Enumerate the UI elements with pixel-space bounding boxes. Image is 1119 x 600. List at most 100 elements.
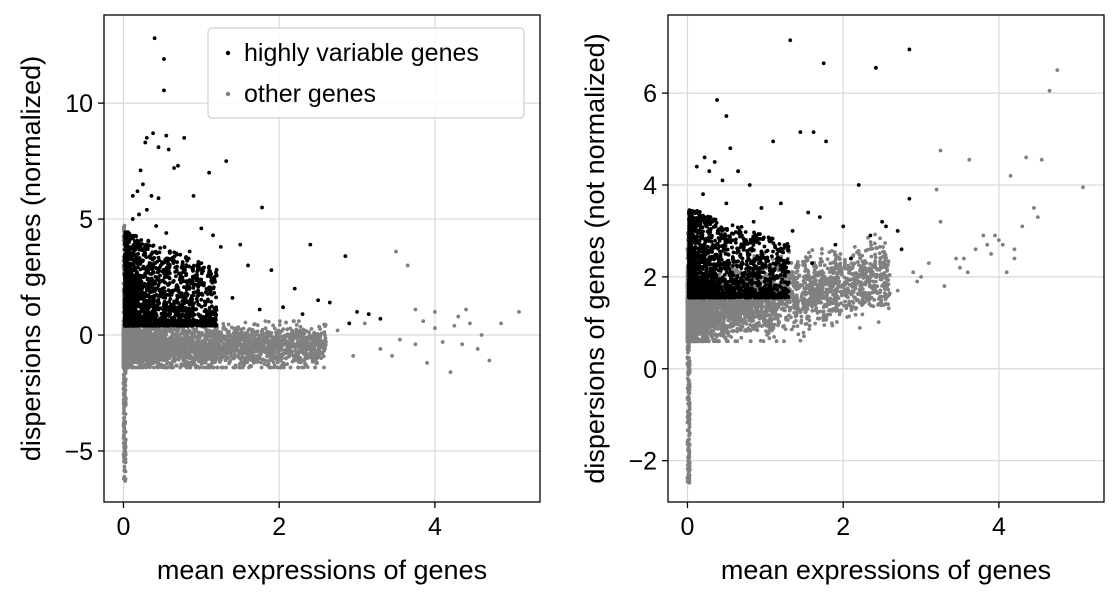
other-gene-point [251, 350, 256, 354]
other-gene-point [155, 350, 160, 355]
other-gene-point [259, 365, 264, 370]
other-gene-point [192, 360, 197, 364]
other-gene-point [397, 337, 402, 342]
other-gene-point [288, 343, 292, 348]
other-gene-point [209, 340, 214, 345]
other-gene-point [204, 358, 209, 362]
other-gene-point [255, 323, 260, 328]
hvg-point [158, 273, 162, 278]
other-gene-point [211, 365, 216, 370]
other-gene-point [269, 343, 274, 347]
other-gene-point [266, 334, 270, 339]
other-gene-point [216, 339, 221, 344]
other-gene-point [226, 356, 231, 360]
hvg-point [162, 245, 167, 249]
other-gene-point [174, 330, 179, 335]
other-gene-point [232, 352, 237, 357]
other-gene-point [275, 340, 279, 345]
other-gene-point [263, 347, 268, 352]
other-gene-point [297, 348, 302, 353]
hvg-point [158, 263, 163, 268]
other-gene-point [122, 464, 127, 469]
other-gene-point [311, 351, 316, 356]
other-gene-point [302, 343, 307, 348]
other-gene-point [456, 314, 461, 319]
other-gene-point [158, 330, 163, 334]
hvg-point [149, 277, 154, 282]
other-gene-point [295, 355, 299, 360]
other-gene-point [304, 346, 309, 351]
other-gene-point [319, 331, 324, 336]
other-gene-point [196, 333, 201, 338]
other-gene-point [130, 343, 135, 348]
other-gene-point [265, 359, 269, 363]
other-gene-point [191, 345, 196, 349]
other-gene-point [276, 335, 280, 340]
other-gene-point [122, 406, 126, 410]
other-gene-point [164, 365, 169, 370]
other-gene-point [413, 307, 418, 312]
other-gene-point [292, 344, 297, 349]
other-gene-point [319, 345, 323, 349]
other-gene-point [248, 333, 252, 338]
other-gene-point [268, 334, 273, 339]
hvg-point [178, 252, 183, 257]
other-gene-point [197, 345, 202, 350]
hvg-point [165, 275, 170, 279]
other-gene-point [323, 322, 328, 327]
hvg-point [166, 283, 170, 287]
hvg-point [211, 286, 216, 291]
other-gene-point [307, 334, 311, 339]
other-gene-point [123, 377, 128, 382]
other-gene-point [123, 336, 127, 340]
other-gene-point [487, 358, 492, 363]
other-gene-point [243, 341, 247, 346]
hvg-point [159, 315, 164, 320]
other-gene-point [238, 332, 243, 337]
other-gene-point [184, 360, 189, 364]
other-gene-point [122, 444, 127, 449]
hvg-point [207, 285, 211, 290]
other-gene-point [132, 343, 137, 348]
hvg-point [177, 277, 182, 282]
other-gene-point [183, 339, 188, 344]
hvg-point [161, 311, 166, 316]
other-gene-point [171, 358, 176, 362]
other-gene-point [250, 342, 254, 347]
other-gene-point [335, 328, 340, 333]
other-gene-point [288, 365, 293, 370]
other-gene-point [190, 334, 195, 339]
other-gene-point [126, 338, 131, 343]
other-gene-point [239, 345, 244, 350]
other-gene-point [191, 326, 196, 331]
other-gene-point [253, 322, 257, 326]
other-gene-point [141, 365, 146, 370]
other-gene-point [231, 348, 236, 353]
other-gene-point [156, 360, 161, 365]
other-gene-point [221, 341, 226, 346]
other-gene-point [294, 322, 299, 327]
other-gene-point [122, 395, 127, 399]
hvg-point [137, 246, 142, 250]
other-gene-point [298, 328, 302, 333]
other-gene-point [460, 342, 465, 347]
other-gene-point [123, 356, 128, 361]
hvg-point [173, 321, 177, 325]
other-gene-point [277, 319, 282, 324]
other-gene-point [236, 336, 241, 341]
other-gene-point [145, 328, 150, 332]
hvg-point [153, 261, 158, 265]
other-gene-point [238, 327, 243, 332]
other-gene-point [267, 365, 272, 370]
hvg-point [140, 248, 144, 253]
other-gene-point [272, 326, 277, 331]
points-layer [121, 36, 521, 483]
hvg-point [212, 291, 217, 295]
hvg-point [171, 279, 176, 283]
other-gene-point [276, 358, 280, 363]
other-gene-point [153, 342, 158, 347]
other-gene-point [283, 348, 288, 353]
hvg-point [187, 264, 192, 269]
other-gene-point [137, 333, 142, 338]
other-gene-point [378, 347, 383, 351]
